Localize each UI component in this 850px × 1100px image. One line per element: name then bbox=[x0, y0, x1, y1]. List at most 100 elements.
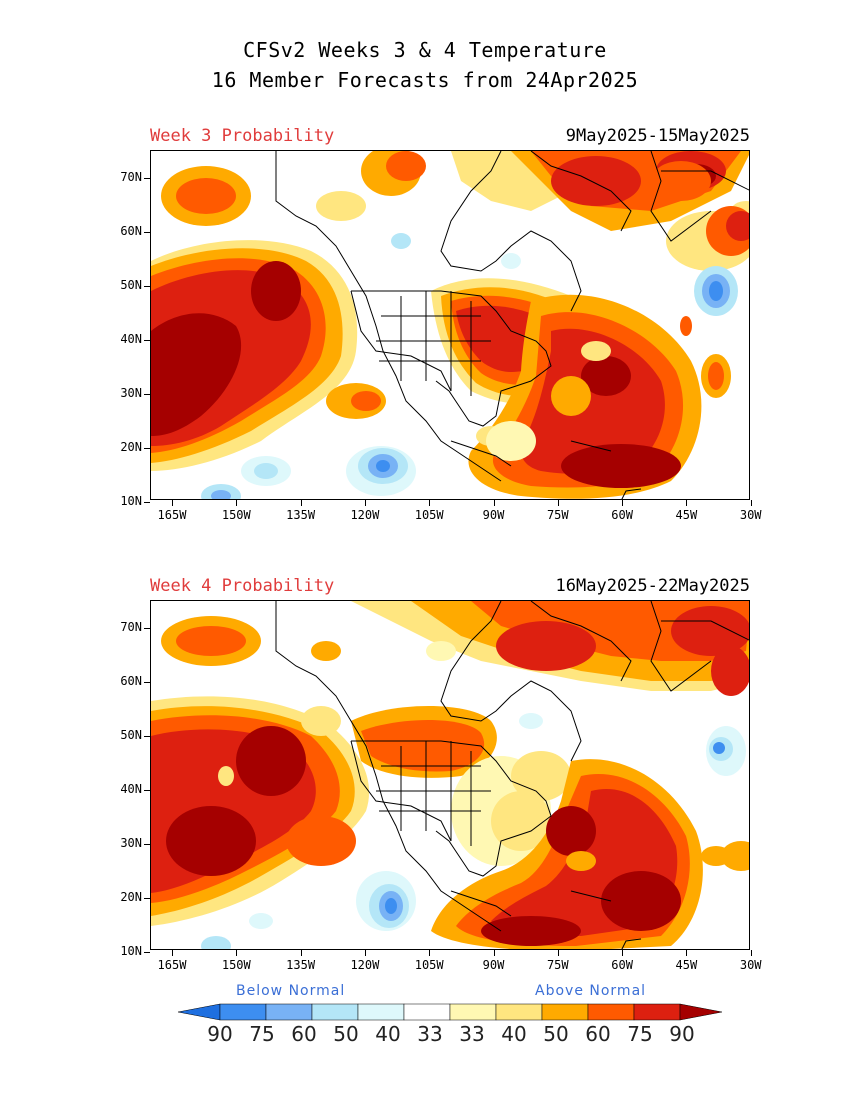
lat-tick bbox=[144, 502, 150, 503]
lat-tick bbox=[144, 844, 150, 845]
legend-number: 50 bbox=[543, 1022, 569, 1046]
anomaly-region bbox=[386, 151, 426, 181]
lat-tick bbox=[144, 448, 150, 449]
chart-subtitle: 16 Member Forecasts from 24Apr2025 bbox=[211, 68, 639, 92]
panel-week3-label: Week 3 Probability bbox=[150, 126, 335, 146]
lat-tick-label: 30N bbox=[120, 386, 142, 400]
lat-tick-label: 60N bbox=[120, 224, 142, 238]
week3-probability-map bbox=[150, 150, 750, 500]
anomaly-region bbox=[218, 766, 234, 786]
legend-number: 33 bbox=[459, 1022, 485, 1046]
anomaly-region bbox=[546, 806, 596, 856]
lat-tick-label: 50N bbox=[120, 728, 142, 742]
lat-tick-label: 70N bbox=[120, 170, 142, 184]
lon-tick-label: 150W bbox=[221, 958, 251, 972]
anomaly-region bbox=[711, 646, 749, 696]
anomaly-region bbox=[351, 391, 381, 411]
legend-colorbar bbox=[177, 1003, 723, 1021]
anomaly-region bbox=[651, 161, 711, 201]
panel-week4-label: Week 4 Probability bbox=[150, 576, 335, 596]
legend-swatch bbox=[265, 1003, 313, 1021]
lon-tick-label: 45W bbox=[675, 958, 698, 972]
anomaly-region bbox=[551, 156, 641, 206]
anomaly-region bbox=[671, 606, 749, 656]
anomaly-region bbox=[519, 713, 543, 729]
lon-tick bbox=[750, 500, 752, 506]
anomaly-region bbox=[496, 621, 596, 671]
us-mexico-border bbox=[350, 740, 452, 842]
anomaly-region bbox=[236, 726, 306, 796]
anomaly-region bbox=[486, 421, 536, 461]
legend-number: 75 bbox=[627, 1022, 653, 1046]
legend-swatch bbox=[357, 1003, 405, 1021]
us-border bbox=[351, 740, 552, 877]
south-america bbox=[621, 938, 642, 949]
anomaly-region bbox=[481, 916, 581, 946]
anomaly-region bbox=[713, 742, 725, 754]
coastline-west bbox=[275, 601, 502, 932]
lon-tick bbox=[557, 500, 559, 506]
lat-tick bbox=[144, 340, 150, 341]
legend-swatch bbox=[219, 1003, 267, 1021]
lat-tick-label: 10N bbox=[120, 494, 142, 508]
anomaly-region bbox=[561, 444, 681, 488]
anomaly-region bbox=[708, 362, 724, 390]
lon-tick-label: 135W bbox=[286, 958, 316, 972]
legend-swatch bbox=[403, 1003, 451, 1021]
lat-tick bbox=[144, 394, 150, 395]
hudson-bay bbox=[440, 151, 582, 312]
lon-tick-label: 30W bbox=[739, 958, 762, 972]
lat-tick bbox=[144, 790, 150, 791]
arctic-islands bbox=[530, 601, 749, 692]
south-america bbox=[621, 488, 642, 499]
anomaly-region bbox=[376, 460, 390, 472]
lat-tick bbox=[144, 628, 150, 629]
anomaly-region bbox=[391, 233, 411, 249]
anomaly-region bbox=[254, 463, 278, 479]
anomaly-region bbox=[211, 490, 231, 499]
us-mexico-border bbox=[350, 290, 452, 392]
lat-tick-label: 30N bbox=[120, 836, 142, 850]
state-lines bbox=[376, 291, 491, 396]
lon-tick-label: 90W bbox=[482, 508, 505, 522]
us-border bbox=[351, 290, 552, 427]
lat-tick-label: 40N bbox=[120, 782, 142, 796]
legend-swatch bbox=[541, 1003, 589, 1021]
anomaly-region bbox=[581, 341, 611, 361]
anomaly-region bbox=[286, 816, 356, 866]
lat-tick bbox=[144, 898, 150, 899]
lat-tick-label: 10N bbox=[120, 944, 142, 958]
lon-tick-label: 60W bbox=[611, 958, 633, 972]
anomaly-region bbox=[201, 936, 231, 949]
lat-tick-label: 20N bbox=[120, 440, 142, 454]
anomaly-region bbox=[311, 641, 341, 661]
lon-tick-label: 150W bbox=[221, 508, 251, 522]
lon-tick-label: 90W bbox=[482, 958, 505, 972]
anomaly-region bbox=[249, 913, 273, 929]
legend-swatch bbox=[495, 1003, 543, 1021]
lon-tick-label: 165W bbox=[157, 508, 187, 522]
lon-tick-label: 45W bbox=[675, 508, 698, 522]
lon-tick-label: 105W bbox=[414, 508, 444, 522]
legend-number: 40 bbox=[375, 1022, 401, 1046]
lon-tick-label: 105W bbox=[414, 958, 444, 972]
anomaly-region bbox=[301, 706, 341, 736]
lat-tick bbox=[144, 232, 150, 233]
lon-tick-label: 75W bbox=[546, 508, 569, 522]
lon-tick bbox=[557, 950, 559, 956]
anomaly-region bbox=[385, 898, 397, 914]
lon-tick bbox=[300, 500, 302, 506]
anomaly-region bbox=[501, 253, 521, 269]
legend-number: 60 bbox=[585, 1022, 611, 1046]
anomaly-region bbox=[721, 841, 749, 871]
anomaly-region bbox=[680, 316, 692, 336]
lon-tick bbox=[493, 500, 495, 506]
lon-tick-label: 75W bbox=[546, 958, 569, 972]
lon-tick bbox=[172, 500, 173, 506]
lat-tick bbox=[144, 952, 150, 953]
lon-tick bbox=[364, 500, 366, 506]
legend-number: 50 bbox=[333, 1022, 359, 1046]
week4-probability-map bbox=[150, 600, 750, 950]
chart-title: CFSv2 Weeks 3 & 4 Temperature bbox=[243, 38, 607, 62]
lon-tick bbox=[236, 500, 238, 506]
